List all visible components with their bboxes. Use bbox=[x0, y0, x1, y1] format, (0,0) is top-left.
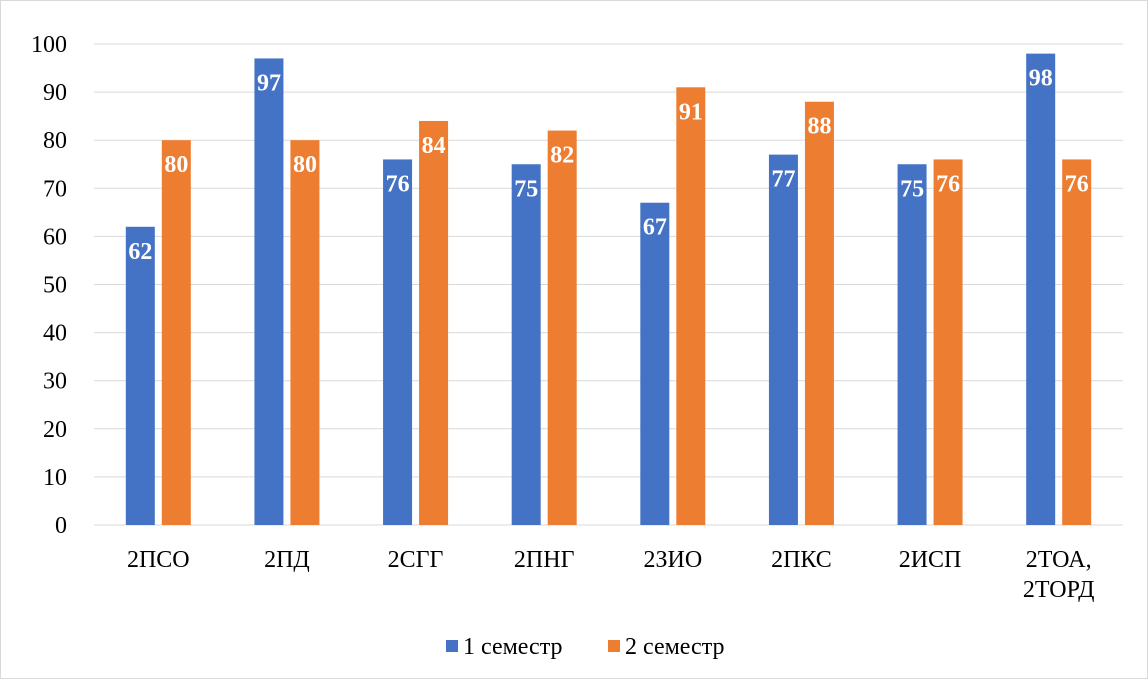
data-label: 76 bbox=[936, 171, 960, 197]
data-label: 84 bbox=[422, 133, 446, 159]
bar-2 bbox=[676, 87, 706, 525]
bar-2 bbox=[419, 120, 449, 526]
data-label: 91 bbox=[679, 99, 703, 125]
x-category-label: 2ПСО bbox=[127, 547, 190, 573]
x-axis-category-labels: 2ПСО 2ПД 2СГГ 2ПНГ 2ЗИО 2ПКС 2ИСП 2ТОА, 2ТОРД bbox=[127, 547, 1095, 603]
y-tick-label: 0 bbox=[55, 513, 67, 539]
bar-1 bbox=[125, 226, 155, 525]
data-label: 98 bbox=[1029, 66, 1053, 92]
legend-swatch bbox=[446, 640, 458, 652]
data-label: 67 bbox=[643, 215, 667, 241]
data-label: 75 bbox=[514, 176, 538, 202]
y-tick-label: 70 bbox=[43, 176, 67, 202]
y-tick-label: 50 bbox=[43, 273, 67, 299]
bar-1 bbox=[1026, 53, 1056, 526]
bar-1 bbox=[640, 202, 670, 526]
gridlines bbox=[94, 43, 1123, 526]
x-category-label: 2ПНГ bbox=[514, 547, 575, 573]
bar-2 bbox=[1062, 159, 1092, 525]
y-tick-label: 30 bbox=[43, 369, 67, 395]
bar-2 bbox=[933, 159, 963, 525]
bar-2 bbox=[547, 130, 577, 525]
bars bbox=[125, 53, 1092, 526]
y-tick-label: 10 bbox=[43, 465, 67, 491]
y-tick-label: 20 bbox=[43, 417, 67, 443]
x-category-label: 2ИСП bbox=[899, 547, 962, 573]
data-label: 80 bbox=[164, 152, 188, 178]
legend: 1 семестр 2 семестр bbox=[446, 634, 724, 660]
x-category-label: 2ТОРД bbox=[1023, 577, 1095, 603]
x-category-label: 2ПД bbox=[264, 547, 310, 573]
x-category-label: 2ПКС bbox=[771, 547, 832, 573]
data-label: 88 bbox=[807, 114, 831, 140]
legend-swatch bbox=[608, 640, 620, 652]
y-tick-label: 60 bbox=[43, 224, 67, 250]
data-label: 97 bbox=[257, 70, 281, 96]
y-axis-tick-labels: 0 10 20 30 40 50 60 70 80 90 100 bbox=[31, 32, 67, 539]
bar-2 bbox=[804, 101, 834, 525]
legend-label: 1 семестр bbox=[463, 634, 562, 660]
bar-2 bbox=[161, 140, 191, 525]
x-category-label: 2ЗИО bbox=[643, 547, 702, 573]
bar-1 bbox=[383, 159, 413, 525]
y-tick-label: 40 bbox=[43, 321, 67, 347]
y-tick-label: 80 bbox=[43, 128, 67, 154]
data-label: 62 bbox=[128, 239, 152, 265]
data-label: 82 bbox=[550, 143, 574, 169]
y-tick-label: 90 bbox=[43, 80, 67, 106]
bar-1 bbox=[768, 154, 798, 525]
x-category-label: 2ТОА, bbox=[1026, 547, 1092, 573]
y-tick-label: 100 bbox=[31, 32, 67, 58]
data-label: 75 bbox=[900, 176, 924, 202]
legend-label: 2 семестр bbox=[625, 634, 724, 660]
data-label: 77 bbox=[771, 167, 795, 193]
bar-2 bbox=[290, 140, 320, 525]
bar-1 bbox=[897, 164, 927, 525]
data-label: 76 bbox=[386, 171, 410, 197]
bar-1 bbox=[254, 58, 284, 526]
data-labels: 62 80 97 80 76 84 75 82 67 91 77 88 75 76 98 76 bbox=[128, 66, 1088, 265]
data-label: 76 bbox=[1065, 171, 1089, 197]
bar-1 bbox=[511, 164, 541, 525]
data-label: 80 bbox=[293, 152, 317, 178]
x-category-label: 2СГГ bbox=[388, 547, 444, 573]
